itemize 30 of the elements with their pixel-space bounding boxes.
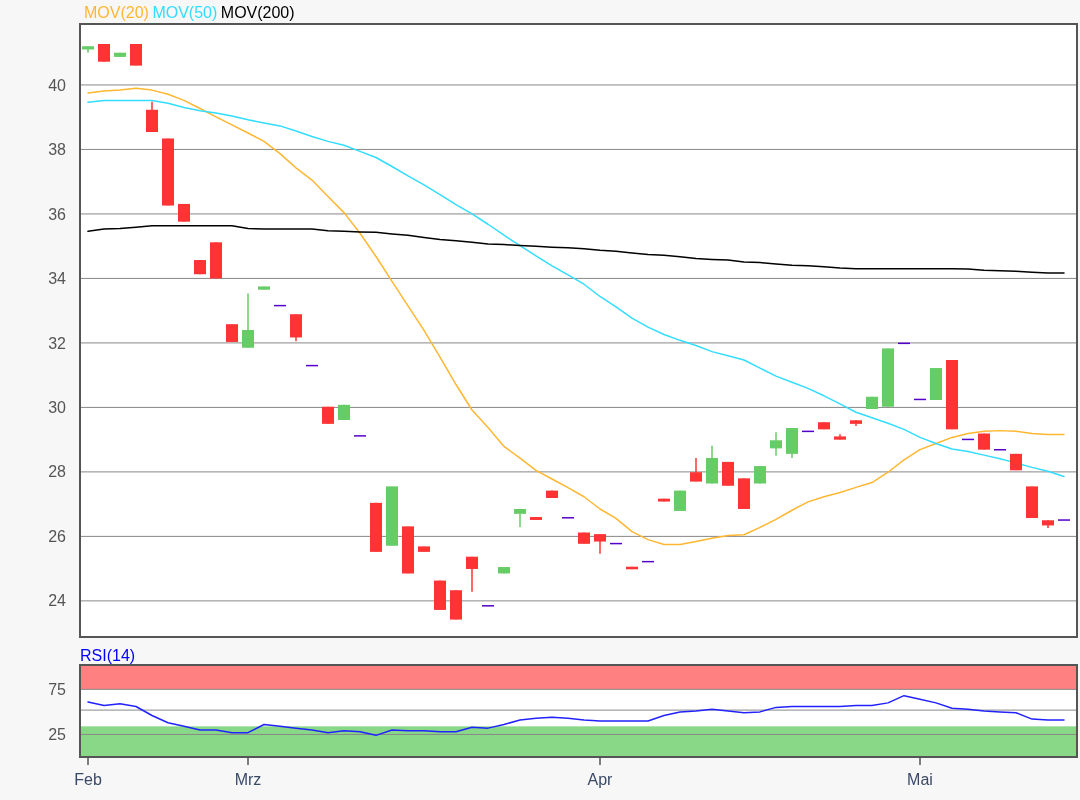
y-tick-label: 36	[48, 205, 67, 223]
y-tick-label: 24	[48, 592, 67, 610]
candlestick	[770, 431, 782, 457]
line-series	[87, 99, 1065, 478]
candlestick	[466, 555, 478, 593]
y-tick-label: 28	[48, 463, 67, 481]
text: MOV(20)	[84, 4, 149, 21]
y-tick-label: 34	[48, 270, 67, 288]
candlestick	[290, 313, 302, 343]
y-tick-label: 25	[48, 726, 67, 744]
y-tick-label: 40	[48, 76, 67, 94]
y-tick-label: 75	[48, 680, 67, 698]
text: MOV(200)	[220, 4, 295, 21]
line-series	[87, 225, 1065, 274]
chart-title: RSI(14)	[80, 647, 136, 664]
candlestick	[594, 533, 606, 555]
x-tick-label: Mai	[907, 771, 933, 788]
candlestick	[146, 100, 158, 133]
text: MOV(50)	[152, 4, 218, 21]
candlestick	[242, 292, 254, 349]
y-tick-label: 38	[48, 141, 67, 159]
x-tick-label: Apr	[587, 771, 614, 788]
line-series	[87, 87, 1065, 546]
y-tick-label: 26	[48, 527, 67, 545]
x-tick-label: Feb	[74, 771, 102, 788]
y-tick-label: 32	[48, 334, 67, 352]
x-tick-label: Mrz	[234, 771, 262, 788]
candlestick	[690, 457, 702, 483]
y-tick-label: 30	[48, 399, 67, 417]
line-series	[87, 694, 1065, 737]
